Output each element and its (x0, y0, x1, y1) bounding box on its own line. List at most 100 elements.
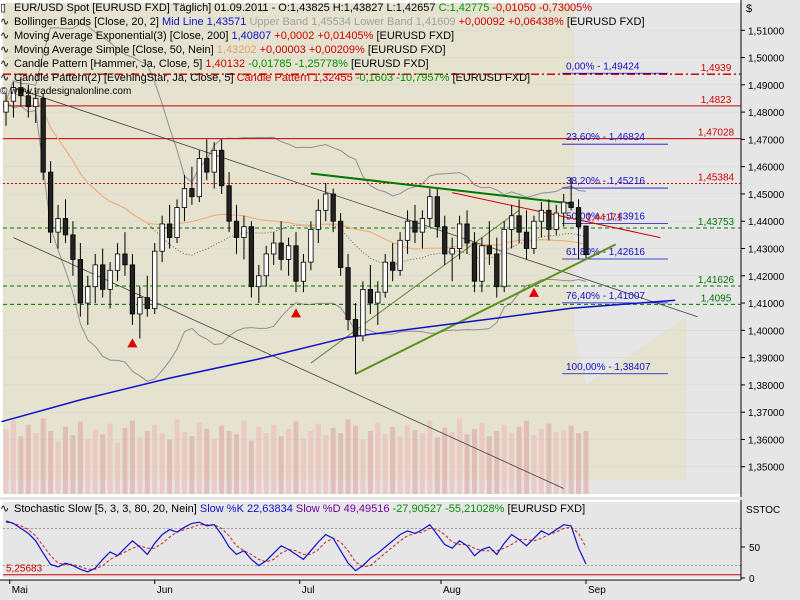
candle[interactable] (129, 253, 136, 325)
candle[interactable] (382, 253, 388, 298)
candle[interactable] (114, 243, 121, 282)
candle[interactable] (516, 199, 522, 244)
price-band-fill (3, 3, 686, 481)
candle[interactable] (47, 161, 54, 244)
candle[interactable] (575, 199, 582, 260)
candle[interactable] (241, 215, 247, 260)
candle[interactable] (233, 204, 240, 254)
candle[interactable] (479, 237, 485, 293)
candle[interactable] (55, 204, 61, 249)
candle[interactable] (278, 221, 284, 271)
candle[interactable] (434, 188, 440, 238)
candle[interactable] (538, 202, 545, 238)
candle[interactable] (3, 93, 9, 126)
candle[interactable] (25, 84, 31, 118)
candle[interactable] (471, 232, 478, 293)
candle[interactable] (509, 204, 515, 249)
candle[interactable] (501, 221, 507, 293)
candle[interactable] (456, 215, 463, 260)
candle[interactable] (18, 76, 24, 107)
legend-sma: ∿ Moving Average Simple [Close, 50, Nein]… (0, 44, 446, 57)
candle[interactable] (33, 90, 39, 124)
candle[interactable] (352, 303, 359, 374)
candle[interactable] (219, 139, 225, 194)
volume-bar (405, 424, 411, 494)
candle[interactable] (404, 210, 411, 254)
candle[interactable] (40, 93, 46, 181)
candle[interactable] (122, 232, 128, 276)
candle[interactable] (100, 248, 106, 298)
candle[interactable] (367, 264, 373, 314)
candle[interactable] (546, 199, 552, 241)
candle[interactable] (412, 204, 418, 244)
candle[interactable] (397, 232, 403, 276)
candle[interactable] (337, 213, 344, 276)
candle[interactable] (531, 215, 537, 254)
candle[interactable] (152, 243, 158, 314)
candle[interactable] (70, 221, 76, 276)
candle[interactable] (494, 237, 500, 298)
candle[interactable] (263, 245, 269, 287)
candle[interactable] (189, 166, 195, 205)
candle[interactable] (107, 262, 113, 309)
candle[interactable] (390, 243, 396, 282)
candle[interactable] (166, 204, 173, 249)
candle[interactable] (300, 253, 307, 293)
stoch-tick-label: 50 (749, 543, 761, 554)
stoch-d-line (5, 521, 587, 570)
candle[interactable] (583, 225, 589, 258)
candle[interactable] (181, 174, 188, 222)
candle[interactable] (211, 142, 217, 189)
candle[interactable] (315, 199, 321, 244)
candle[interactable] (449, 237, 455, 282)
candle[interactable] (330, 188, 336, 233)
legend-hammer-name: Candle Pattern [Hammer, Ja, Close, 5] (14, 58, 206, 70)
candle[interactable] (464, 210, 470, 254)
candles[interactable] (3, 76, 589, 374)
candle[interactable] (271, 232, 277, 265)
candle[interactable] (345, 253, 351, 331)
candle[interactable] (92, 253, 98, 304)
time-axis: Mai Jun Jul Aug Sep (0, 579, 741, 596)
volume-bar (62, 426, 68, 494)
candle[interactable] (442, 215, 448, 265)
candle[interactable] (323, 183, 329, 222)
candle[interactable] (248, 221, 255, 298)
candle[interactable] (419, 210, 426, 249)
fib-label: 38,20% - 1,45216 (566, 176, 645, 187)
candle[interactable] (144, 275, 150, 317)
candle-body (464, 223, 470, 244)
candle[interactable] (375, 281, 381, 325)
y-tick-label: 1,36000 (748, 435, 785, 446)
candle[interactable] (256, 264, 262, 304)
candle[interactable] (285, 237, 292, 276)
candle[interactable] (293, 232, 299, 293)
candle[interactable] (77, 243, 83, 317)
volume-bar (241, 420, 247, 494)
candle[interactable] (427, 188, 433, 227)
candle[interactable] (308, 221, 314, 271)
hammer-marker (528, 287, 539, 297)
candle-body (114, 253, 121, 271)
candle[interactable] (10, 82, 17, 118)
volume-bar (40, 418, 46, 494)
candle[interactable] (486, 221, 492, 265)
candle[interactable] (360, 281, 366, 342)
candle[interactable] (561, 193, 567, 227)
candle-body (248, 226, 255, 288)
candle[interactable] (137, 286, 143, 339)
candle[interactable] (523, 210, 530, 260)
candle[interactable] (174, 199, 180, 244)
candle[interactable] (568, 177, 574, 211)
legend-es-change: -0,1603 -10,7957% (352, 72, 450, 84)
candle[interactable] (62, 199, 69, 244)
candle[interactable] (196, 150, 202, 203)
candle[interactable] (553, 204, 559, 235)
channel-upper-line (13, 87, 698, 318)
candle[interactable] (85, 275, 91, 325)
candle[interactable] (159, 215, 165, 263)
candle-body (382, 261, 388, 293)
candle[interactable] (226, 172, 232, 233)
candle[interactable] (204, 139, 210, 181)
